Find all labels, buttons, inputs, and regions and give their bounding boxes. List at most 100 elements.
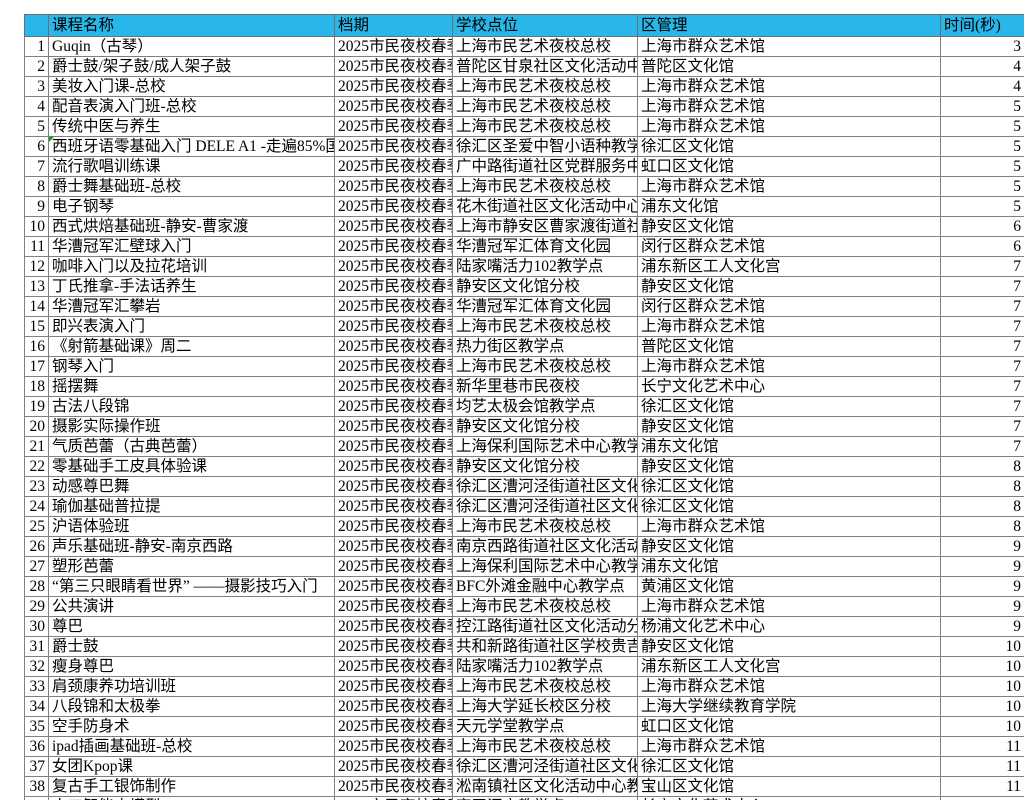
course-name-cell[interactable]: 咖啡入门以及拉花培训 [48, 256, 335, 277]
term-cell[interactable]: 2025市民夜校春季 [334, 196, 453, 217]
time-seconds-cell[interactable]: 8 [940, 476, 1024, 497]
school-site-cell[interactable]: 静安区文化馆分校 [452, 276, 638, 297]
time-seconds-cell[interactable]: 5 [940, 96, 1024, 117]
time-seconds-cell[interactable]: 10 [940, 656, 1024, 677]
course-name-cell[interactable]: 八段锦和太极拳 [48, 696, 335, 717]
table-row[interactable]: 15 即兴表演入门 2025市民夜校春季 上海市民艺术夜校总校 上海市群众艺术馆 7 [24, 316, 1024, 337]
term-cell[interactable]: 2025市民夜校春季 [334, 776, 453, 797]
district-admin-cell[interactable]: 上海市群众艺术馆 [637, 356, 941, 377]
course-name-cell[interactable]: 美妆入门课-总校 [48, 76, 335, 97]
time-seconds-cell[interactable]: 6 [940, 236, 1024, 257]
row-index-cell[interactable]: 18 [24, 376, 49, 397]
course-name-cell[interactable]: ipad插画基础班-总校 [48, 736, 335, 757]
district-admin-cell[interactable]: 普陀区文化馆 [637, 56, 941, 77]
row-index-cell[interactable]: 16 [24, 336, 49, 357]
course-name-cell[interactable]: 钢琴入门 [48, 356, 335, 377]
term-cell[interactable]: 2025市民夜校春季 [334, 56, 453, 77]
time-seconds-cell[interactable]: 7 [940, 376, 1024, 397]
row-index-cell[interactable]: 22 [24, 456, 49, 477]
school-site-cell[interactable]: 淞南镇社区文化活动中心教学 [452, 776, 638, 797]
table-row[interactable]: 29 公共演讲 2025市民夜校春季 上海市民艺术夜校总校 上海市群众艺术馆 9 [24, 596, 1024, 617]
term-cell[interactable]: 2025市民夜校春季 [334, 536, 453, 557]
term-cell[interactable]: 2025市民夜校春季 [334, 216, 453, 237]
term-cell[interactable]: 2025市民夜校春季 [334, 136, 453, 157]
school-site-cell[interactable]: 广中路街道社区党群服务中心 [452, 156, 638, 177]
term-cell[interactable]: 2025市民夜校春季 [334, 496, 453, 517]
row-index-cell[interactable]: 9 [24, 196, 49, 217]
table-row[interactable]: 24瑜伽基础普拉提2025市民夜校春季徐汇区漕河泾街道社区文化活动徐汇区文化馆8 [24, 496, 1024, 517]
row-index-cell[interactable]: 31 [24, 636, 49, 657]
district-admin-cell[interactable]: 静安区文化馆 [637, 456, 941, 477]
time-seconds-cell[interactable]: 8 [940, 496, 1024, 517]
column-header-school-site[interactable]: 学校点位 [452, 14, 638, 37]
time-seconds-cell[interactable]: 7 [940, 356, 1024, 377]
school-site-cell[interactable]: 静安区文化馆分校 [452, 416, 638, 437]
table-row[interactable]: 37女团Kpop课2025市民夜校春季徐汇区漕河泾街道社区文化活动徐汇区文化馆1… [24, 756, 1024, 777]
table-row[interactable]: 33 肩颈康养功培训班 2025市民夜校春季 上海市民艺术夜校总校 上海市群众艺术馆 10 [24, 676, 1024, 697]
time-seconds-cell[interactable]: 5 [940, 176, 1024, 197]
table-row[interactable]: 2 爵士鼓/架子鼓/成人架子鼓 2025市民夜校春季 普陀区甘泉社区文化活动中心 普陀区… [24, 56, 1024, 77]
school-site-cell[interactable]: 上海大学延长校区分校 [452, 696, 638, 717]
row-index-cell[interactable]: 34 [24, 696, 49, 717]
time-seconds-cell[interactable]: 5 [940, 116, 1024, 137]
table-row[interactable]: 1 Guqin（古琴） 2025市民夜校春季 上海市民艺术夜校总校 上海市群众艺术馆 3 [24, 36, 1024, 57]
school-site-cell[interactable]: 徐汇区漕河泾街道社区文化活动 [452, 476, 638, 497]
district-admin-cell[interactable]: 闵行区群众艺术馆 [637, 236, 941, 257]
table-row[interactable]: 19 古法八段锦 2025市民夜校春季 均艺太极会馆教学点 徐汇区文化馆 7 [24, 396, 1024, 417]
column-header-district-admin[interactable]: 区管理 [637, 14, 941, 37]
time-seconds-cell[interactable]: 11 [940, 756, 1024, 777]
term-cell[interactable]: 2025市民夜校春季 [334, 656, 453, 677]
row-index-cell[interactable]: 3 [24, 76, 49, 97]
time-seconds-cell[interactable]: 9 [940, 616, 1024, 637]
district-admin-cell[interactable]: 徐汇区文化馆 [637, 756, 941, 777]
school-site-cell[interactable]: 普陀区甘泉社区文化活动中心 [452, 56, 638, 77]
time-seconds-cell[interactable]: 10 [940, 676, 1024, 697]
school-site-cell[interactable]: 上海市民艺术夜校总校 [452, 176, 638, 197]
term-cell[interactable]: 2025市民夜校春季 [334, 276, 453, 297]
school-site-cell[interactable]: 新华里巷市民夜校 [452, 376, 638, 397]
time-seconds-cell[interactable]: 5 [940, 156, 1024, 177]
school-site-cell[interactable]: 徐汇区漕河泾街道社区文化活动 [452, 756, 638, 777]
district-admin-cell[interactable]: 静安区文化馆 [637, 416, 941, 437]
course-name-cell[interactable]: 西班牙语零基础入门 DELE A1 -走遍85%国家 [48, 136, 335, 157]
term-cell[interactable]: 2025市民夜校春季 [334, 96, 453, 117]
term-cell[interactable]: 2025市民夜校春季 [334, 676, 453, 697]
course-name-cell[interactable]: 传统中医与养生 [48, 116, 335, 137]
time-seconds-cell[interactable]: 7 [940, 436, 1024, 457]
school-site-cell[interactable]: 上海市民艺术夜校总校 [452, 596, 638, 617]
row-index-cell[interactable]: 14 [24, 296, 49, 317]
course-name-cell[interactable]: 沪语体验班 [48, 516, 335, 537]
school-site-cell[interactable]: BFC外滩金融中心教学点 [452, 576, 638, 597]
school-site-cell[interactable]: 控江路街道社区文化活动分中心 [452, 616, 638, 637]
school-site-cell[interactable]: 上海市静安区曹家渡街道社区 [452, 216, 638, 237]
table-row[interactable]: 28 “第三只眼睛看世界” ——摄影技巧入门 2025市民夜校春季 BFC外滩金融中心… [24, 576, 1024, 597]
district-admin-cell[interactable]: 长宁文化艺术中心 [637, 796, 941, 800]
course-name-cell[interactable]: 即兴表演入门 [48, 316, 335, 337]
time-seconds-cell[interactable]: 7 [940, 336, 1024, 357]
time-seconds-cell[interactable]: 4 [940, 76, 1024, 97]
district-admin-cell[interactable]: 徐汇区文化馆 [637, 476, 941, 497]
column-header-course-name[interactable]: 课程名称 [48, 14, 335, 37]
table-row[interactable]: 30尊巴2025市民夜校春季控江路街道社区文化活动分中心杨浦文化艺术中心9 [24, 616, 1024, 637]
row-index-cell[interactable]: 26 [24, 536, 49, 557]
table-row[interactable]: 38 复古手工银饰制作 2025市民夜校春季 淞南镇社区文化活动中心教学 宝山区文化馆 1… [24, 776, 1024, 797]
row-index-cell[interactable]: 5 [24, 116, 49, 137]
term-cell[interactable]: 2025市民夜校春季 [334, 176, 453, 197]
course-name-cell[interactable]: 配音表演入门班-总校 [48, 96, 335, 117]
table-row[interactable]: 10 西式烘焙基础班-静安-曹家渡 2025市民夜校春季 上海市静安区曹家渡街道社区静… [24, 216, 1024, 237]
school-site-cell[interactable]: 徐汇区圣爱中智小语种教学点 [452, 136, 638, 157]
district-admin-cell[interactable]: 徐汇区文化馆 [637, 396, 941, 417]
school-site-cell[interactable]: 静安区文化馆分校 [452, 456, 638, 477]
school-site-cell[interactable]: 上海市民艺术夜校总校 [452, 516, 638, 537]
table-row[interactable]: 23动感尊巴舞2025市民夜校春季徐汇区漕河泾街道社区文化活动徐汇区文化馆8 [24, 476, 1024, 497]
school-site-cell[interactable]: 上海市民艺术夜校总校 [452, 96, 638, 117]
course-name-cell[interactable]: 瘦身尊巴 [48, 656, 335, 677]
school-site-cell[interactable]: 上海市民艺术夜校总校 [452, 76, 638, 97]
course-name-cell[interactable]: 爵士鼓/架子鼓/成人架子鼓 [48, 56, 335, 77]
row-index-cell[interactable]: 8 [24, 176, 49, 197]
table-row[interactable]: 27 塑形芭蕾 2025市民夜校春季 上海保利国际艺术中心教学点 浦东文化馆 9 [24, 556, 1024, 577]
school-site-cell[interactable]: 上海市民艺术夜校总校 [452, 36, 638, 57]
table-row[interactable]: 26声乐基础班-静安-南京西路2025市民夜校春季南京西路街道社区文化活动中心静… [24, 536, 1024, 557]
course-name-cell[interactable]: 华漕冠军汇攀岩 [48, 296, 335, 317]
district-admin-cell[interactable]: 徐汇区文化馆 [637, 136, 941, 157]
